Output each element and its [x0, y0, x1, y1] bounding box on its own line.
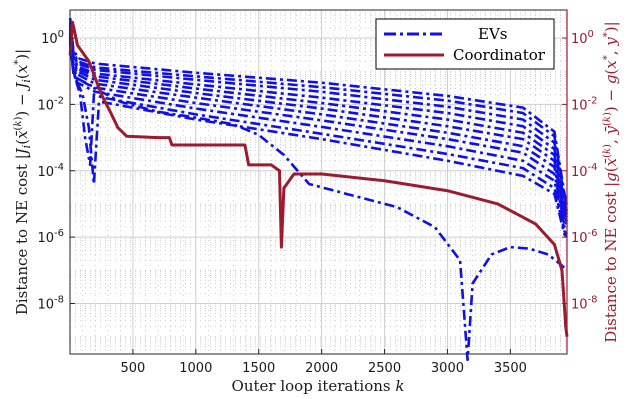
x-tick-label: 3500 [494, 361, 527, 376]
legend-label-evs: EVs [478, 25, 507, 43]
x-tick-label: 1500 [242, 361, 275, 376]
y-tick-label-left: 10-8 [37, 294, 64, 312]
x-tick-label: 500 [120, 361, 145, 376]
x-tick-label: 2000 [305, 361, 338, 376]
y-axis-right: 100 10-2 10-4 10-6 10-8 [562, 10, 598, 354]
y-tick-label-right: 10-6 [571, 228, 598, 246]
legend-box [375, 18, 555, 70]
y-axis-left: 100 10-2 10-4 10-6 10-8 [37, 29, 75, 312]
series-layer [68, 17, 569, 362]
x-tick-label: 2500 [368, 361, 401, 376]
y-tick-label-left: 100 [41, 29, 64, 47]
series-line-coordinator [68, 20, 569, 337]
series-line-ev-6 [68, 32, 569, 222]
y-tick-label-left: 10-4 [37, 162, 64, 180]
series-line-ev-4 [68, 27, 569, 215]
series-line-ev-3 [68, 24, 569, 212]
y-axis-label-right: Distance to NE cost |g(x̄(k), ȳ(k)) − g(… [602, 21, 620, 342]
x-axis: 500 1000 1500 2000 2500 3000 3500 [120, 349, 527, 376]
y-tick-label-right: 10-2 [571, 95, 598, 113]
series-line-ev-10 [68, 39, 569, 236]
y-tick-label-right: 100 [571, 29, 594, 47]
series-line-ev-5 [68, 29, 569, 218]
series-line-ev-2 [68, 22, 569, 208]
x-tick-label: 3000 [431, 361, 464, 376]
y-tick-label-right: 10-4 [571, 162, 598, 180]
y-tick-label-right: 10-8 [571, 294, 598, 312]
x-tick-label: 1000 [179, 361, 212, 376]
y-tick-label-left: 10-6 [37, 228, 64, 246]
series-line-ev-9 [68, 37, 569, 232]
legend: EVs Coordinator [375, 18, 555, 70]
series-line-ev-12 [68, 43, 568, 362]
y-tick-label-left: 10-2 [37, 95, 64, 113]
grid [70, 9, 567, 355]
series-line-ev-1 [68, 17, 569, 205]
legend-label-coordinator: Coordinator [453, 46, 546, 64]
y-axis-label-left: Distance to NE cost |Ji(x̄(k)) − Ji(x*)| [13, 49, 33, 315]
x-axis-label: Outer loop iterations k [232, 377, 405, 395]
